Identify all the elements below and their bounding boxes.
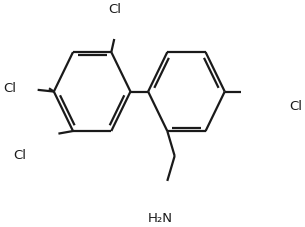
Text: Cl: Cl bbox=[108, 2, 121, 15]
Text: Cl: Cl bbox=[289, 99, 303, 112]
Text: Cl: Cl bbox=[13, 148, 26, 161]
Text: Cl: Cl bbox=[3, 82, 16, 95]
Text: H₂N: H₂N bbox=[147, 211, 172, 224]
